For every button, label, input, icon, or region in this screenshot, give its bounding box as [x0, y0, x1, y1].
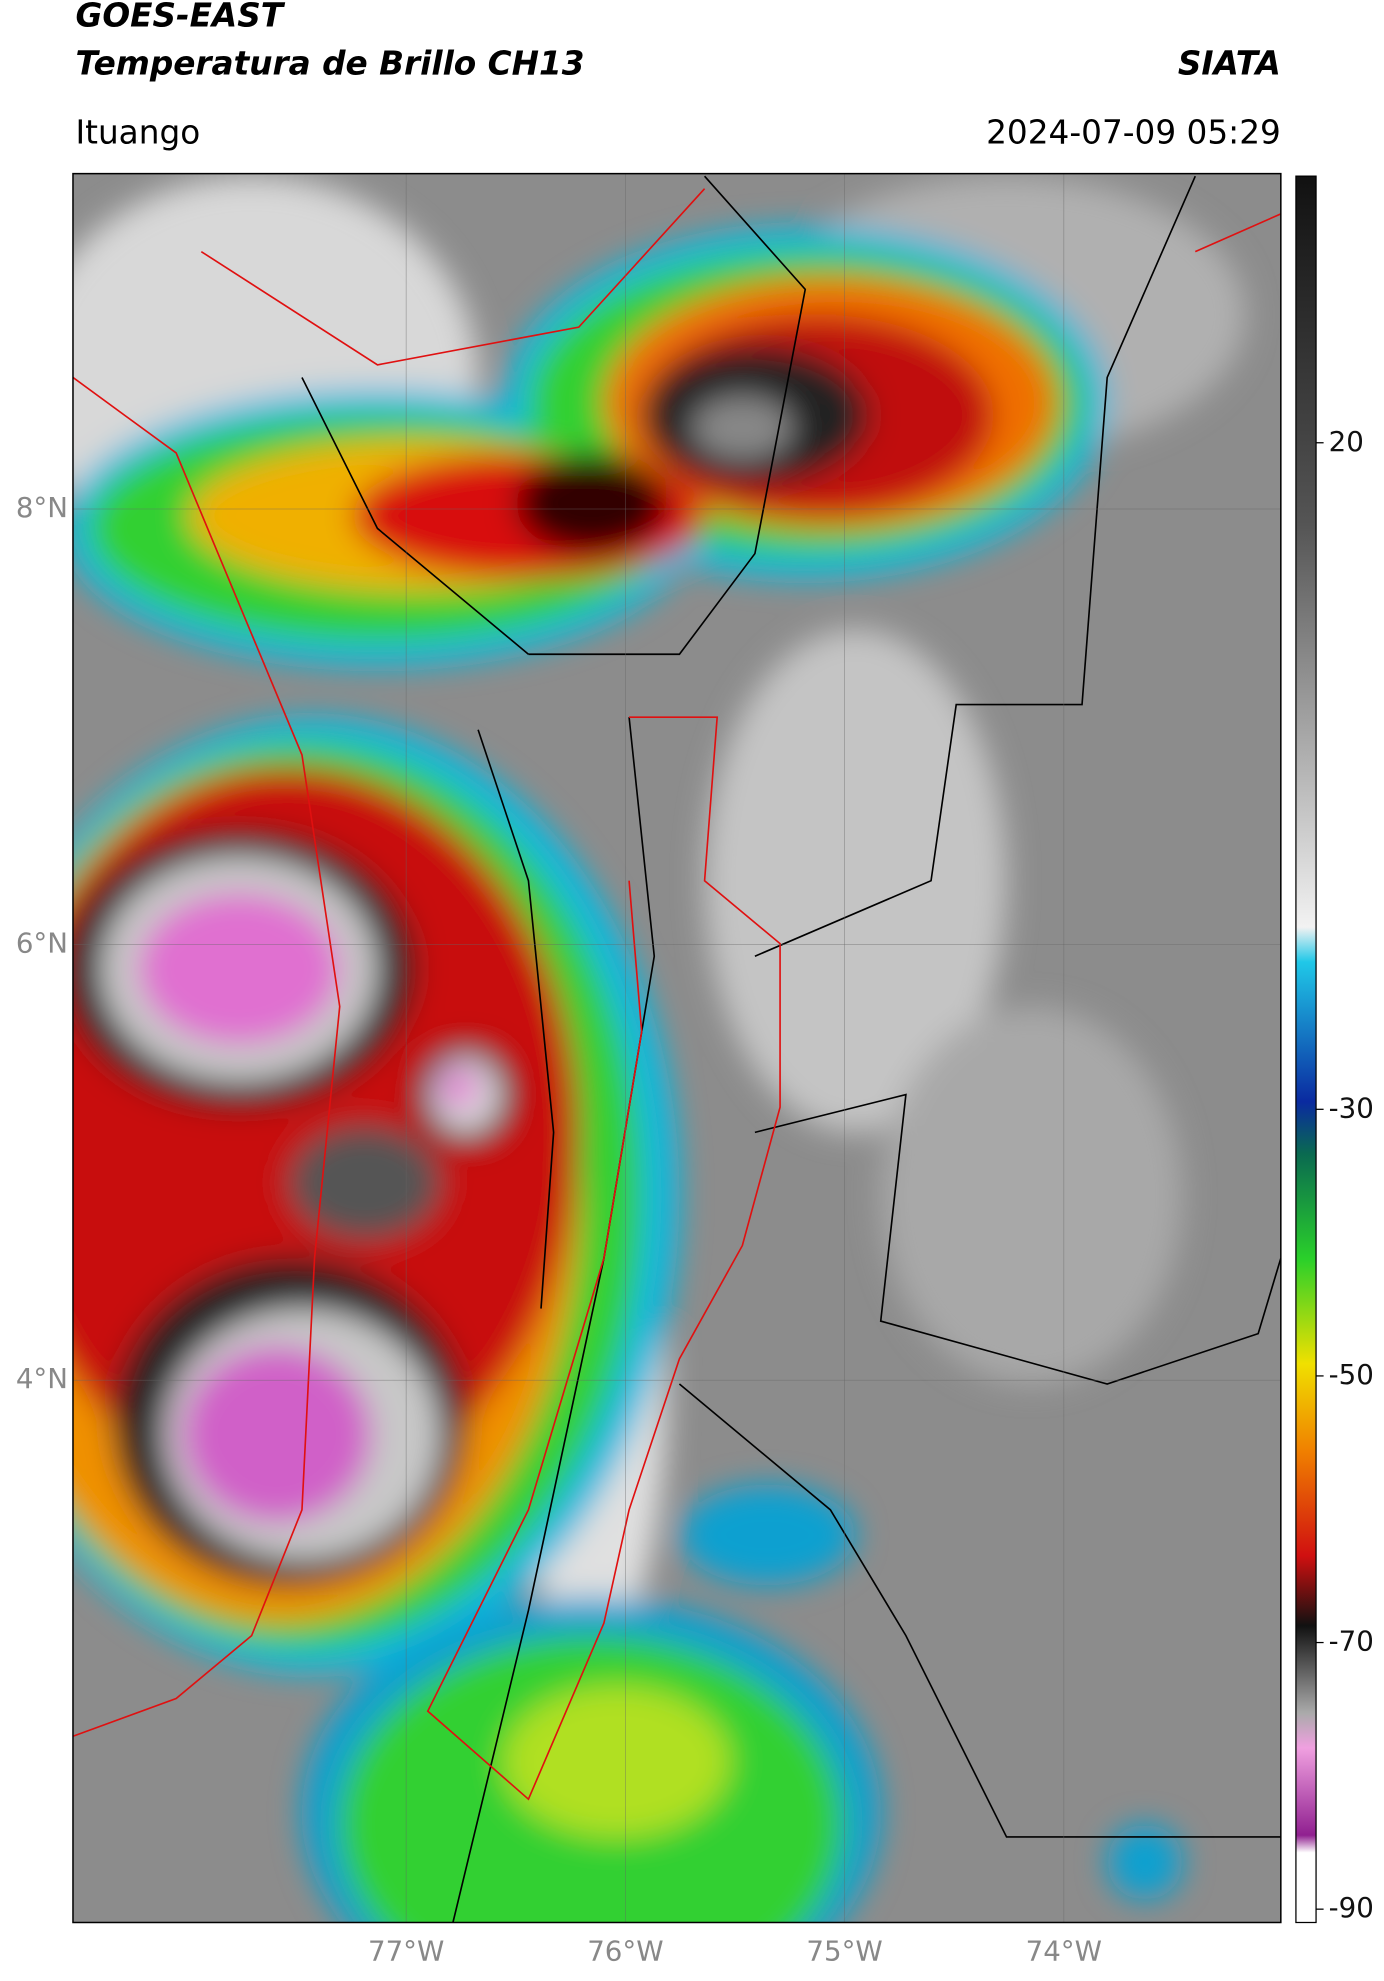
borders: [301, 175, 1281, 1923]
colorbar: [1295, 175, 1317, 1924]
title: GOES-EAST: [75, 0, 285, 35]
map-frame: [72, 172, 1282, 1924]
satellite-image: [72, 173, 1281, 1923]
datetime: 2024-07-09 05:29: [986, 114, 1281, 152]
x-tick-label: 76°W: [587, 1935, 663, 1968]
y-tick-label: 8°N: [16, 491, 68, 524]
colorbar-tick-label: -70: [1329, 1625, 1374, 1658]
colorbar-tick-label: -50: [1329, 1358, 1374, 1391]
y-tick-label: 6°N: [16, 927, 68, 960]
location: Ituango: [75, 114, 200, 152]
colorbar-tick-label: -30: [1329, 1091, 1374, 1124]
x-tick-label: 74°W: [1026, 1935, 1102, 1968]
x-tick-label: 75°W: [806, 1935, 882, 1968]
y-tick-label: 4°N: [16, 1362, 68, 1395]
colorbar-tick-label: -90: [1329, 1891, 1374, 1924]
subtitle: Temperatura de Brillo CH13: [75, 44, 584, 82]
x-tick-label: 77°W: [368, 1935, 444, 1968]
colorbar-tick-label: 20: [1329, 425, 1364, 458]
source: SIATA: [1178, 44, 1281, 82]
region-border: [72, 188, 1281, 1801]
